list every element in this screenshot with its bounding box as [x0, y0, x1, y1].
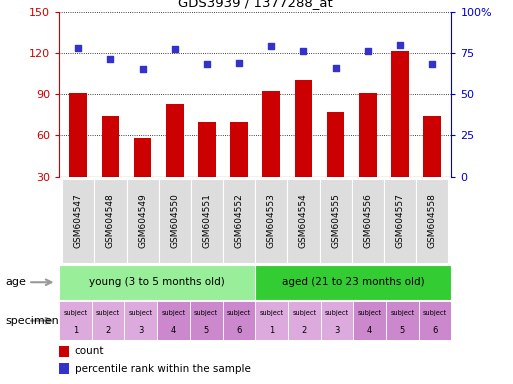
Text: GSM604551: GSM604551: [203, 194, 211, 248]
Bar: [69, 93, 87, 177]
Text: 2: 2: [302, 326, 307, 335]
Point: [364, 48, 372, 54]
Bar: [223, 301, 255, 340]
Bar: [124, 301, 157, 340]
Text: 1: 1: [73, 326, 78, 335]
Text: 4: 4: [367, 326, 372, 335]
Text: GSM604557: GSM604557: [396, 194, 404, 248]
Text: 5: 5: [204, 326, 209, 335]
Bar: [127, 179, 159, 263]
Text: GSM604552: GSM604552: [234, 194, 244, 248]
Bar: [191, 179, 223, 263]
Title: GDS3939 / 1377288_at: GDS3939 / 1377288_at: [178, 0, 332, 9]
Bar: [102, 116, 120, 177]
Bar: [419, 301, 451, 340]
Text: GSM604547: GSM604547: [74, 194, 83, 248]
Text: 1: 1: [269, 326, 274, 335]
Text: subject: subject: [260, 310, 284, 316]
Bar: [416, 179, 448, 263]
Text: 4: 4: [171, 326, 176, 335]
Text: GSM604553: GSM604553: [267, 194, 276, 248]
Bar: [263, 91, 280, 177]
Text: GSM604556: GSM604556: [363, 194, 372, 248]
Text: GSM604548: GSM604548: [106, 194, 115, 248]
Text: subject: subject: [358, 310, 382, 316]
Point: [74, 45, 83, 51]
Bar: [391, 51, 409, 177]
Point: [331, 65, 340, 71]
Text: specimen: specimen: [5, 316, 59, 326]
Bar: [255, 265, 451, 300]
Point: [235, 60, 243, 66]
Point: [267, 43, 275, 49]
Text: 6: 6: [432, 326, 438, 335]
Bar: [255, 179, 287, 263]
Point: [203, 61, 211, 68]
Bar: [190, 301, 223, 340]
Text: subject: subject: [162, 310, 186, 316]
Text: percentile rank within the sample: percentile rank within the sample: [75, 364, 250, 374]
Bar: [288, 301, 321, 340]
Bar: [352, 179, 384, 263]
Bar: [59, 301, 92, 340]
Bar: [327, 112, 345, 177]
Bar: [255, 301, 288, 340]
Text: subject: subject: [63, 310, 87, 316]
Point: [139, 66, 147, 73]
Text: 6: 6: [236, 326, 242, 335]
Point: [106, 56, 114, 63]
Bar: [321, 301, 353, 340]
Bar: [92, 301, 124, 340]
Bar: [423, 116, 441, 177]
Bar: [320, 179, 352, 263]
Text: subject: subject: [423, 310, 447, 316]
Text: subject: subject: [227, 310, 251, 316]
Text: GSM604550: GSM604550: [170, 194, 180, 248]
Bar: [353, 301, 386, 340]
Bar: [386, 301, 419, 340]
Point: [171, 46, 179, 53]
Bar: [59, 265, 255, 300]
Bar: [359, 93, 377, 177]
Text: subject: subject: [390, 310, 415, 316]
Text: GSM604549: GSM604549: [138, 194, 147, 248]
Bar: [159, 179, 191, 263]
Point: [396, 41, 404, 48]
Bar: [59, 346, 69, 357]
Text: 3: 3: [334, 326, 340, 335]
Text: subject: subject: [325, 310, 349, 316]
Bar: [230, 122, 248, 177]
Text: 3: 3: [138, 326, 144, 335]
Bar: [287, 179, 320, 263]
Text: GSM604554: GSM604554: [299, 194, 308, 248]
Bar: [59, 363, 69, 374]
Bar: [166, 104, 184, 177]
Bar: [134, 138, 151, 177]
Text: young (3 to 5 months old): young (3 to 5 months old): [89, 277, 225, 287]
Text: subject: subject: [96, 310, 120, 316]
Bar: [94, 179, 127, 263]
Text: aged (21 to 23 months old): aged (21 to 23 months old): [282, 277, 425, 287]
Text: subject: subject: [129, 310, 153, 316]
Point: [428, 61, 436, 68]
Text: subject: subject: [194, 310, 218, 316]
Bar: [384, 179, 416, 263]
Bar: [294, 80, 312, 177]
Bar: [157, 301, 190, 340]
Text: subject: subject: [292, 310, 317, 316]
Text: 5: 5: [400, 326, 405, 335]
Text: count: count: [75, 346, 104, 356]
Text: GSM604558: GSM604558: [428, 194, 437, 248]
Text: 2: 2: [106, 326, 111, 335]
Text: age: age: [5, 277, 26, 287]
Point: [300, 48, 308, 54]
Bar: [62, 179, 94, 263]
Bar: [198, 122, 216, 177]
Bar: [223, 179, 255, 263]
Text: GSM604555: GSM604555: [331, 194, 340, 248]
